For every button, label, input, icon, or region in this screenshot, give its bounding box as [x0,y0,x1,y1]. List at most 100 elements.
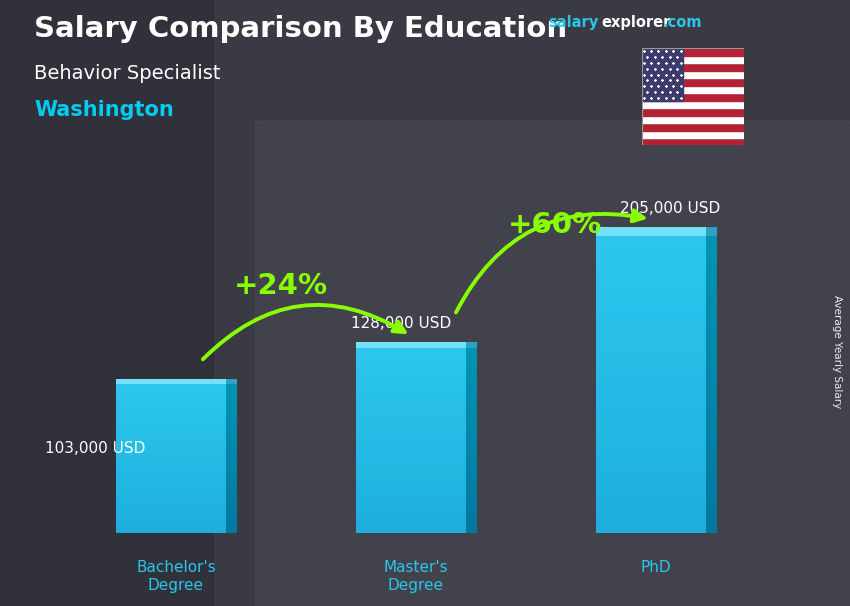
Bar [356,373,466,375]
Bar [596,441,705,445]
Bar [596,449,705,453]
Bar [116,494,226,497]
Bar [226,476,237,478]
Bar [226,454,237,456]
Bar [356,370,466,373]
Bar [116,425,226,427]
Bar [706,472,717,476]
Bar [596,227,705,230]
Bar [226,468,237,470]
Bar [466,351,477,354]
Bar [466,516,477,519]
Bar [116,431,226,433]
Bar [706,281,717,284]
Bar [466,407,477,409]
Bar [356,476,466,478]
Bar [706,457,717,461]
Bar [596,258,705,261]
Bar [596,253,705,258]
Bar [116,435,226,437]
Bar [356,425,466,428]
Bar [116,514,226,516]
Bar [596,530,705,533]
Bar [706,422,717,426]
Bar [466,471,477,473]
Bar [356,493,466,495]
Bar [226,439,237,441]
Bar [226,404,237,406]
Bar [226,437,237,439]
Bar [116,466,226,468]
Bar [596,502,705,507]
Bar [596,507,705,510]
Bar [226,441,237,443]
Bar [596,368,705,372]
Bar [596,361,705,365]
Bar [596,388,705,391]
Bar [356,478,466,481]
Bar [226,399,237,401]
Bar [356,387,466,390]
Bar [356,500,466,502]
Bar [466,531,477,533]
Bar [596,384,705,388]
Bar [116,476,226,478]
Bar [466,382,477,385]
Bar [226,514,237,516]
Bar [116,504,226,507]
Bar [226,531,237,533]
Bar [596,391,705,395]
Bar [706,502,717,507]
Bar [116,385,226,387]
Bar [466,440,477,442]
Bar [706,349,717,353]
Bar [116,462,226,464]
Bar [596,403,705,407]
Bar [356,344,466,347]
Bar [706,372,717,376]
Bar [116,379,226,381]
Bar [596,430,705,434]
Bar [356,531,466,533]
Bar [116,525,226,527]
Bar [356,462,466,464]
Bar [706,353,717,357]
Bar [706,319,717,322]
Bar [116,414,226,416]
Bar [116,441,226,443]
Bar [466,433,477,435]
Bar [706,368,717,372]
Bar [596,484,705,487]
Bar [116,522,226,524]
Bar [356,528,466,531]
Bar [596,235,705,238]
Bar [596,399,705,403]
Bar [596,288,705,292]
Bar [466,528,477,531]
Bar [466,483,477,485]
Bar [356,375,466,378]
Bar [466,368,477,370]
Bar [356,438,466,440]
Bar [706,411,717,415]
Bar [596,269,705,273]
Bar [642,130,744,138]
Bar [596,338,705,342]
Bar [596,407,705,411]
Bar [466,438,477,440]
Bar [356,519,466,521]
Bar [226,435,237,437]
Bar [596,472,705,476]
Bar [356,392,466,395]
Bar [596,476,705,479]
Bar [356,361,466,364]
Bar [356,457,466,459]
Bar [706,415,717,418]
Text: 103,000 USD: 103,000 USD [45,441,145,456]
Text: +24%: +24% [234,273,328,301]
Bar [596,525,705,530]
Bar [596,514,705,518]
Bar [116,391,226,393]
Bar [706,265,717,269]
Bar [356,473,466,476]
